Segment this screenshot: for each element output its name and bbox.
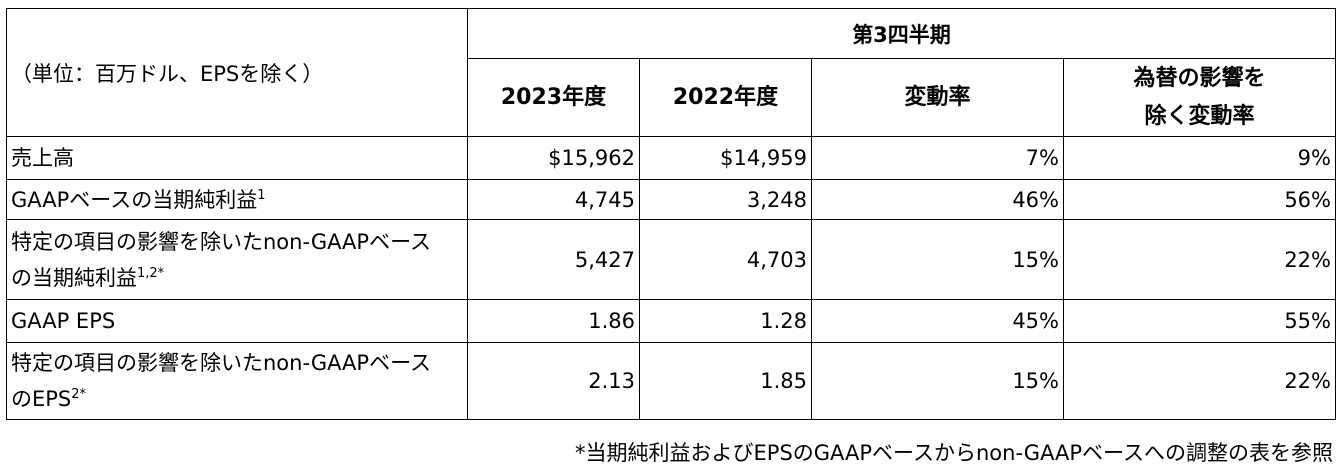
table-row-revenue: 売上高 $15,962 $14,959 7% 9% bbox=[6, 136, 1336, 180]
period-header: 第3四半期 bbox=[467, 8, 1336, 59]
cell-2022: $14,959 bbox=[639, 136, 812, 180]
financial-table: （単位：百万ドル、EPSを除く） 第3四半期 2023年度 2022年度 変動率… bbox=[6, 8, 1336, 420]
row-label: 特定の項目の影響を除いたnon-GAAPベース のEPS2* bbox=[6, 342, 468, 420]
cell-2023: $15,962 bbox=[467, 136, 640, 180]
footnote-marker: 1,2* bbox=[137, 265, 165, 281]
cell-change-ex-fx: 56% bbox=[1063, 179, 1336, 220]
column-header-2023: 2023年度 bbox=[467, 58, 640, 137]
column-header-2022: 2022年度 bbox=[639, 58, 812, 137]
cell-2023: 4,745 bbox=[467, 179, 640, 220]
row-label: 特定の項目の影響を除いたnon-GAAPベース の当期純利益1,2* bbox=[6, 219, 468, 300]
column-header-text: 2023年度 bbox=[500, 84, 607, 110]
cell-change-ex-fx: 22% bbox=[1063, 342, 1336, 420]
row-label: GAAPベースの当期純利益1 bbox=[6, 179, 468, 220]
row-label-text: 売上高 bbox=[11, 146, 74, 170]
column-header-text: 2022年度 bbox=[672, 84, 779, 110]
cell-change-ex-fx: 55% bbox=[1063, 299, 1336, 343]
footnote-marker: 2* bbox=[71, 387, 87, 402]
cell-change: 7% bbox=[811, 136, 1064, 180]
row-label-text: GAAP EPS bbox=[11, 309, 116, 333]
cell-2023: 2.13 bbox=[467, 342, 640, 420]
cell-2022: 1.85 bbox=[639, 342, 812, 420]
row-label-text-line2: のEPS bbox=[11, 387, 72, 411]
cell-2023: 5,427 bbox=[467, 219, 640, 300]
cell-2022: 1.28 bbox=[639, 299, 812, 343]
table-row-gaap-eps: GAAP EPS 1.86 1.28 45% 55% bbox=[6, 299, 1336, 343]
table-footnote: *当期純利益およびEPSのGAAPベースからnon-GAAPベースへの調整の表を… bbox=[575, 441, 1333, 465]
footnote-marker: 1 bbox=[257, 187, 266, 203]
cell-change: 15% bbox=[811, 219, 1064, 300]
cell-change: 15% bbox=[811, 342, 1064, 420]
cell-2022: 3,248 bbox=[639, 179, 812, 220]
cell-change: 45% bbox=[811, 299, 1064, 343]
cell-change-ex-fx: 22% bbox=[1063, 219, 1336, 300]
cell-2022: 4,703 bbox=[639, 219, 812, 300]
column-header-text-line2: 除く変動率 bbox=[1144, 103, 1255, 129]
cell-change: 46% bbox=[811, 179, 1064, 220]
row-label: 売上高 bbox=[6, 136, 468, 180]
header-row-period: （単位：百万ドル、EPSを除く） 第3四半期 bbox=[6, 8, 1336, 137]
column-header-text-line1: 為替の影響を bbox=[1133, 65, 1266, 91]
row-label-text-line2: の当期純利益 bbox=[11, 265, 137, 290]
column-header-change-ex-fx: 為替の影響を 除く変動率 bbox=[1063, 58, 1336, 137]
table-row-non-gaap-net-income: 特定の項目の影響を除いたnon-GAAPベース の当期純利益1,2* 5,427 … bbox=[6, 219, 1336, 300]
table-row-gaap-net-income: GAAPベースの当期純利益1 4,745 3,248 46% 56% bbox=[6, 179, 1336, 220]
cell-2023: 1.86 bbox=[467, 299, 640, 343]
column-header-change: 変動率 bbox=[811, 58, 1064, 137]
table-row-non-gaap-eps: 特定の項目の影響を除いたnon-GAAPベース のEPS2* 2.13 1.85 … bbox=[6, 342, 1336, 420]
row-label: GAAP EPS bbox=[6, 299, 468, 343]
row-label-text: GAAPベースの当期純利益 bbox=[11, 187, 258, 212]
unit-label: （単位：百万ドル、EPSを除く） bbox=[6, 8, 468, 137]
row-label-text-line1: 特定の項目の影響を除いたnon-GAAPベース bbox=[11, 351, 432, 375]
cell-change-ex-fx: 9% bbox=[1063, 136, 1336, 180]
row-label-text-line1: 特定の項目の影響を除いたnon-GAAPベース bbox=[11, 229, 432, 254]
column-header-text: 変動率 bbox=[904, 84, 971, 110]
